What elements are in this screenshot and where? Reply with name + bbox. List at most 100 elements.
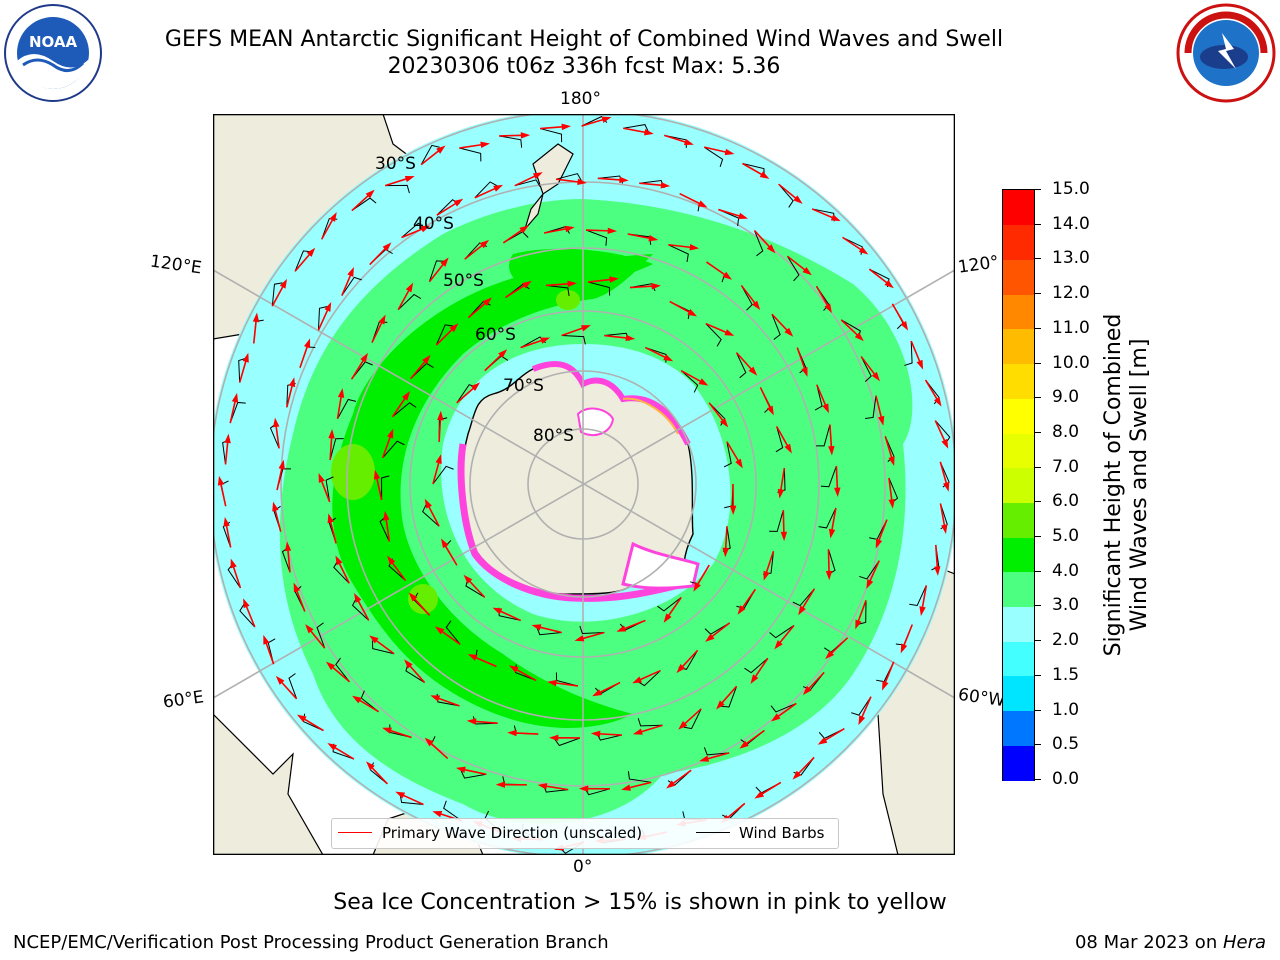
wave-direction-arrowhead — [828, 445, 835, 456]
wave-direction-arrow — [474, 187, 498, 199]
colorbar-segment — [1003, 710, 1034, 746]
wave-direction-arrowhead — [537, 783, 548, 790]
wave-direction-arrow — [740, 588, 756, 610]
wave-direction-arrowhead — [404, 175, 415, 183]
wave-direction-arrowhead — [660, 181, 671, 189]
wave-direction-arrowhead — [900, 643, 908, 654]
wave-direction-arrow — [279, 680, 298, 700]
wave-direction-arrowhead — [916, 359, 924, 370]
wave-direction-arrow — [375, 476, 383, 501]
wave-direction-arrowhead — [793, 195, 803, 204]
lon-label-0: 0° — [573, 857, 593, 877]
wave-direction-arrowhead — [825, 570, 833, 581]
wind-barb — [428, 260, 445, 282]
chart-subtitle: 20230306 t06z 336h fcst Max: 5.36 — [387, 54, 781, 79]
lon-label-180: 180° — [560, 89, 601, 109]
wave-direction-arrowhead — [729, 505, 737, 515]
wave-direction-arrowhead — [404, 659, 413, 669]
wave-direction-arrow — [285, 383, 294, 408]
wave-direction-arrow — [412, 597, 431, 616]
wave-direction-arrowhead — [440, 257, 449, 267]
wave-direction-arrow — [639, 182, 664, 187]
wave-direction-arrowhead — [296, 714, 307, 723]
wave-direction-arrow — [706, 261, 727, 277]
wind-barb — [859, 560, 880, 580]
wave-direction-arrowhead — [424, 498, 432, 509]
wave-direction-arrowhead — [663, 354, 674, 362]
wave-direction-arrow — [321, 217, 335, 240]
wave-direction-arrowhead — [941, 438, 949, 449]
colorbar-ticks: 0.0 0.5 1.0 1.5 2.0 3.0 4.0 5.0 6.0 7.0 8.0 9.0 10.0… — [1034, 179, 1090, 789]
wave-direction-arrow — [245, 604, 256, 628]
wave-direction-arrowhead — [329, 212, 337, 222]
wave-direction-arrowhead — [689, 244, 700, 251]
wave-direction-arrow — [586, 229, 611, 232]
wave-direction-arrowhead — [683, 138, 694, 145]
wave-direction-arrowhead — [420, 225, 431, 233]
wave-direction-arrowhead — [328, 429, 335, 439]
wave-direction-arrow — [705, 752, 730, 760]
wave-direction-arrowhead — [724, 148, 735, 156]
wave-direction-arrow — [499, 134, 524, 137]
colorbar-segment — [1003, 363, 1034, 399]
wave-direction-arrow — [623, 127, 648, 134]
wave-direction-arrow — [473, 720, 498, 725]
wave-direction-arrowhead — [422, 354, 431, 365]
wave-direction-arrowhead — [735, 458, 743, 469]
wave-direction-arrow — [710, 622, 731, 639]
wave-direction-arrowhead — [252, 312, 260, 323]
wave-direction-arrow — [740, 284, 757, 305]
wave-direction-arrowhead — [578, 785, 589, 792]
wave-direction-arrow — [910, 340, 922, 364]
wave-direction-arrowhead — [621, 784, 631, 791]
wave-direction-arrowhead — [663, 613, 672, 623]
wind-barb — [536, 627, 562, 636]
wave-direction-arrowhead — [854, 332, 864, 342]
wave-direction-arrow — [724, 526, 728, 551]
wind-barb — [385, 184, 410, 194]
wind-barb — [720, 686, 738, 708]
wind-barb — [329, 438, 344, 461]
wind-barb — [317, 305, 328, 331]
wave-direction-arrow — [782, 510, 785, 535]
wave-direction-arrow — [459, 143, 484, 149]
wave-direction-arrow — [388, 729, 412, 739]
wave-direction-arrow — [224, 440, 229, 465]
wave-direction-arrowhead — [888, 499, 895, 509]
wave-direction-arrow — [337, 561, 350, 584]
lat-label-50s: 50°S — [443, 271, 484, 291]
wave-direction-arrow — [708, 402, 725, 423]
wave-direction-arrowhead — [455, 766, 466, 773]
wave-direction-arrow — [811, 208, 835, 220]
sea-ice-note: Sea Ice Concentration > 15% is shown in … — [333, 890, 947, 915]
colorbar-segment — [1003, 745, 1034, 781]
wind-barb — [703, 146, 724, 168]
wave-direction-arrowhead — [754, 790, 765, 799]
wave-direction-arrow — [252, 319, 258, 344]
wave-direction-arrowhead — [941, 524, 948, 535]
wave-direction-arrow — [668, 243, 693, 249]
wave-direction-arrow — [238, 359, 248, 383]
wave-direction-arrow — [374, 638, 395, 655]
wave-direction-arrowhead — [435, 454, 442, 464]
wave-direction-arrow — [753, 230, 772, 249]
wave-direction-arrow — [875, 395, 883, 420]
wave-direction-arrowhead — [242, 352, 249, 363]
lat-label-80s: 80°S — [533, 426, 574, 446]
wind-barb — [703, 747, 730, 756]
wave-direction-arrowhead — [369, 635, 379, 644]
wave-direction-arrowhead — [774, 640, 783, 650]
wave-direction-arrowhead — [866, 579, 874, 589]
wave-direction-arrowhead — [470, 382, 480, 391]
wave-direction-arrowhead — [751, 300, 761, 311]
wave-direction-arrowhead — [590, 730, 601, 738]
wave-direction-arrowhead — [466, 718, 477, 725]
colorbar-segment — [1003, 432, 1034, 469]
graticule — [213, 114, 955, 855]
wave-direction-arrow — [704, 146, 728, 154]
wave-direction-arrowhead — [492, 607, 503, 615]
wave-direction-arrowhead — [900, 320, 909, 331]
colorbar-segment — [1003, 190, 1034, 226]
wave-direction-arrow — [544, 785, 569, 791]
wave-direction-arrowhead — [792, 770, 802, 780]
